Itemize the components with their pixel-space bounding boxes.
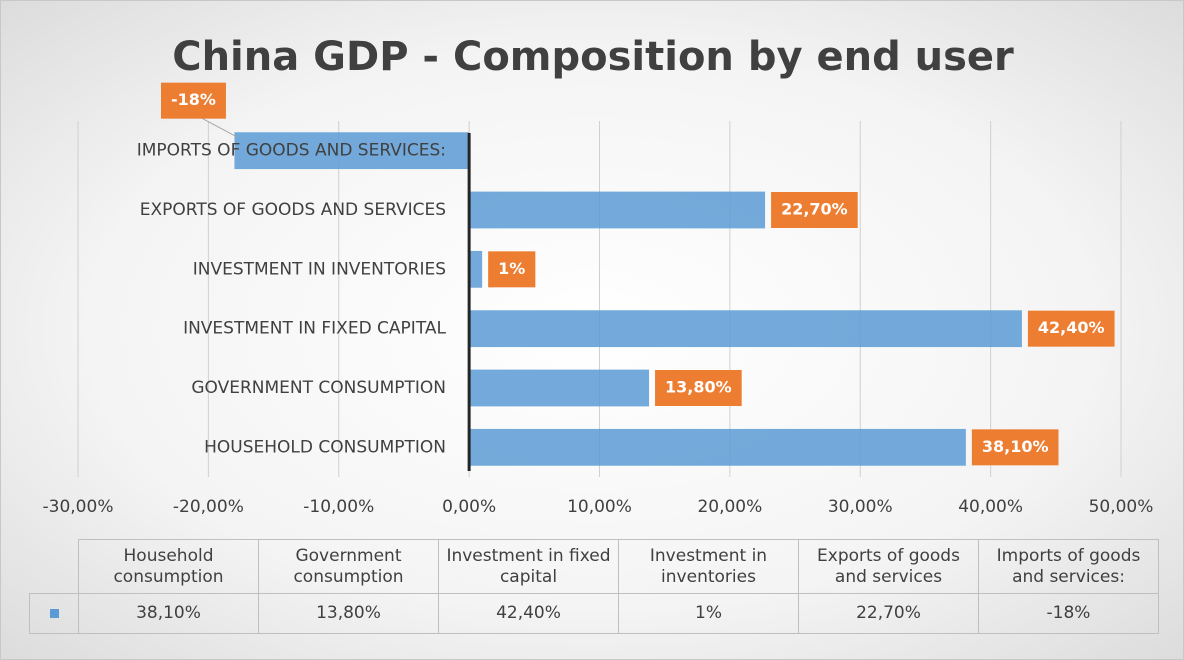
data-label-box	[488, 251, 536, 288]
data-label-box	[971, 429, 1059, 466]
bar	[469, 191, 766, 229]
x-tick-label: 40,00%	[958, 497, 1023, 517]
x-tick-label: 50,00%	[1089, 497, 1154, 517]
x-tick-label: 30,00%	[828, 497, 893, 517]
y-tick-label: INVESTMENT IN FIXED CAPITAL	[183, 319, 446, 339]
bar	[469, 250, 483, 288]
table-header: Investment in inventories	[618, 539, 799, 594]
legend-key	[49, 609, 59, 618]
bar	[469, 428, 966, 466]
x-tick-label: -30,00%	[43, 497, 114, 517]
legend-key-cell	[29, 593, 79, 634]
bar	[469, 369, 650, 407]
x-tick-label: 10,00%	[567, 497, 632, 517]
x-tick-label: 0,00%	[442, 497, 496, 517]
table-value: -18%	[978, 593, 1159, 634]
leader-line	[198, 116, 237, 138]
x-tick-label: -20,00%	[173, 497, 244, 517]
y-tick-label: IMPORTS OF GOODS AND SERVICES:	[137, 141, 446, 161]
table-value: 1%	[618, 593, 799, 634]
data-label: 22,70%	[781, 200, 848, 219]
y-tick-label: INVESTMENT IN INVENTORIES	[193, 259, 446, 279]
y-tick-label: HOUSEHOLD CONSUMPTION	[204, 437, 446, 457]
data-label: 13,80%	[665, 378, 732, 397]
table-header: Exports of goods and services	[798, 539, 979, 594]
table-header: Investment in fixed capital	[438, 539, 619, 594]
table-header: Imports of goods and services:	[978, 539, 1159, 594]
x-tick-label: -10,00%	[303, 497, 374, 517]
table-value: 13,80%	[258, 593, 439, 634]
data-label-box	[1027, 310, 1115, 347]
chart-title: China GDP - Composition by end user	[172, 34, 1014, 80]
table-value: 38,10%	[78, 593, 259, 634]
data-label-box	[655, 370, 742, 406]
data-table: Household consumption Government consumpt…	[29, 539, 1159, 634]
table-value: 42,40%	[438, 593, 619, 634]
data-label-box	[771, 192, 858, 228]
data-label: 42,40%	[1038, 318, 1105, 337]
data-label-box	[161, 82, 226, 119]
table-value: 22,70%	[798, 593, 979, 634]
data-label: 38,10%	[982, 437, 1049, 456]
table-header: Household consumption	[78, 539, 259, 594]
table-corner	[29, 539, 79, 594]
table-header: Government consumption	[258, 539, 439, 594]
bar	[234, 132, 470, 170]
data-label: 1%	[498, 259, 525, 278]
y-tick-label: GOVERNMENT CONSUMPTION	[191, 378, 446, 398]
y-tick-label: EXPORTS OF GOODS AND SERVICES	[140, 200, 446, 220]
bar	[469, 310, 1022, 348]
x-tick-label: 20,00%	[697, 497, 762, 517]
data-label: -18%	[171, 90, 216, 109]
